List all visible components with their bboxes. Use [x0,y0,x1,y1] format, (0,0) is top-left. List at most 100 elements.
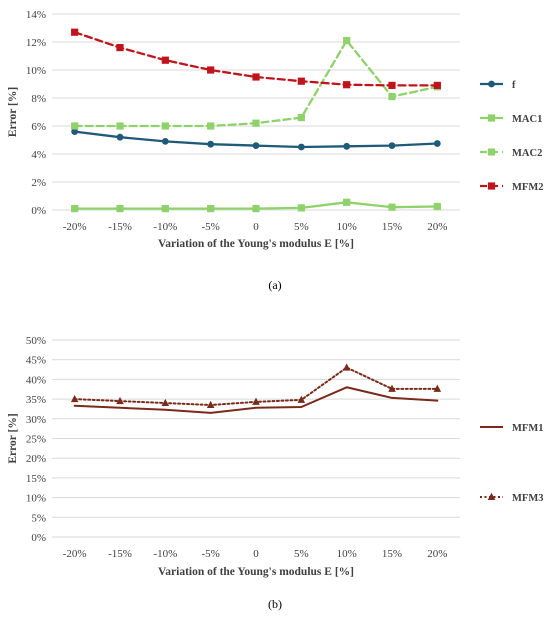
x-tick-label: 15% [382,221,402,233]
x-tick-label: 20% [427,221,447,233]
y-tick-label: 5% [31,512,46,524]
x-tick-label: 20% [427,548,447,560]
y-tick-label: 50% [26,335,46,347]
legend-label: f [512,80,516,91]
y-tick-label: 12% [26,37,46,49]
data-point [71,128,79,136]
data-point [297,204,305,212]
y-tick-label: 14% [26,9,46,21]
data-point [433,81,441,89]
y-tick-label: 4% [31,149,46,161]
data-point [252,73,260,81]
series-mfm3 [70,363,442,409]
data-point [343,198,351,206]
y-tick-label: 25% [26,434,46,446]
y-tick-label: 0% [31,205,46,217]
x-tick-label: 5% [294,548,309,560]
data-point [342,363,351,371]
x-tick-label: -5% [202,221,220,233]
legend-label: MFM3 [512,493,544,504]
data-point [116,133,124,141]
data-point [252,205,260,213]
data-point [343,81,351,89]
y-tick-label: 0% [31,532,46,544]
data-point [207,205,215,213]
y-tick-label: 30% [26,414,46,426]
data-point [388,203,396,211]
series-mac2 [71,37,441,130]
data-point [252,119,260,127]
legend-entry-mfm2: MFM2 [480,182,544,193]
data-point [343,37,351,45]
y-axis-title: Error [%] [7,413,19,463]
legend-marker [488,80,495,88]
legend-entry-mfm3: MFM3 [480,492,544,504]
y-tick-label: 45% [26,355,46,367]
x-tick-label: 0 [253,221,259,233]
data-point [388,384,396,392]
data-point [71,205,79,213]
legend-marker [487,148,496,156]
data-point [343,142,351,150]
data-point [116,122,124,130]
data-point [71,28,79,36]
y-tick-label: 2% [31,177,46,189]
data-point [161,205,169,213]
figure-caption: (a) [268,278,281,292]
data-point [388,93,396,101]
data-point [297,395,306,403]
data-point [297,77,305,85]
y-tick-label: 15% [26,473,46,485]
x-axis-title: Variation of the Young's modulus E [%] [158,238,354,250]
data-point [116,44,124,52]
series-f [71,128,441,151]
series-mac1 [71,198,441,213]
legend-entry-mac1: MAC1 [480,114,542,125]
data-point [207,122,215,130]
data-point [116,205,124,213]
y-tick-label: 10% [26,65,46,77]
x-tick-label: -15% [108,221,132,233]
x-axis-title: Variation of the Young's modulus E [%] [158,566,354,578]
y-tick-label: 10% [26,493,46,505]
x-tick-label: 5% [294,221,309,233]
y-tick-label: 6% [31,121,46,133]
data-point [207,66,215,74]
x-tick-label: 0 [253,548,259,560]
data-point [297,143,305,151]
x-tick-label: 10% [337,221,357,233]
y-tick-label: 8% [31,93,46,105]
x-tick-label: -20% [63,221,87,233]
legend-entry-f: f [480,80,516,91]
y-tick-label: 35% [26,394,46,406]
data-point [207,140,215,148]
data-point [161,398,170,407]
legend-label: MAC1 [512,114,542,125]
data-point [161,122,169,130]
series-mfm1 [73,386,439,414]
series-line [73,386,439,414]
x-tick-label: -5% [202,548,220,560]
data-point [433,384,442,392]
data-point [252,397,260,405]
x-tick-label: -10% [153,548,177,560]
x-tick-label: -15% [108,548,132,560]
data-point [297,114,305,122]
chart-b: 0% 5% 10% 15% 20% 25% 30% 35% 40% 45% 50% -20% -15% -… [7,335,544,611]
y-tick-label: 20% [26,453,46,465]
series-line [73,39,439,128]
data-point [71,122,79,130]
data-point [433,202,441,211]
x-tick-label: 15% [382,548,402,560]
chart-a: 0% 2% 4% 6% 8% 10% 12% 14% -20% -15% -10% -5% 0 5% 10%… [7,9,544,292]
data-point [116,396,124,405]
legend-label: MFM1 [512,423,544,434]
series-mfm2 [71,28,441,89]
legend-marker [487,182,496,190]
legend-label: MAC2 [512,148,542,159]
data-point [161,138,169,145]
x-tick-label: 10% [337,548,357,560]
x-tick-label: -20% [63,548,87,560]
legend-label: MFM2 [512,182,544,193]
